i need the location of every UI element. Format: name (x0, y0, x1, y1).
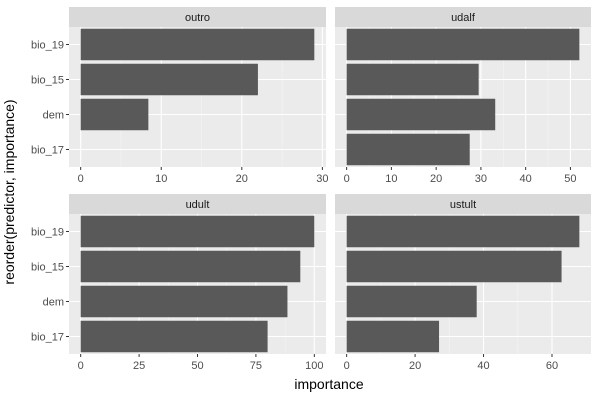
y-tick-label: bio_15 (31, 75, 64, 87)
x-tick-label: 40 (477, 360, 489, 372)
x-tick-label: 20 (430, 173, 442, 185)
x-tick-label: 20 (409, 360, 421, 372)
x-tick-label: 100 (305, 360, 323, 372)
y-tick-label: dem (43, 297, 64, 309)
x-tick-label: 20 (236, 173, 248, 185)
facet-strip-label: ustult (450, 199, 476, 211)
bar-udalf-dem (346, 98, 496, 131)
x-tick-label: 40 (520, 173, 532, 185)
bar-ustult-bio_19 (346, 215, 580, 248)
y-axis-title: reorder(predictor, importance) (1, 99, 17, 284)
facet-panel-ustult: ustult 0 20 40 60 (335, 194, 591, 372)
x-tick-label: 10 (385, 173, 397, 185)
bar-ustult-bio_15 (346, 250, 562, 283)
y-tick-label: bio_17 (31, 332, 64, 344)
facet-strip (69, 194, 326, 214)
facet-strip (335, 7, 591, 27)
x-tick-label: 0 (344, 173, 350, 185)
bar-udult-bio_15 (80, 250, 301, 283)
facet-strip (335, 194, 591, 214)
x-tick-label: 30 (316, 173, 328, 185)
bar-udalf-bio_19 (346, 28, 580, 61)
bar-udult-bio_17 (80, 320, 268, 353)
y-tick-label: bio_17 (31, 145, 64, 157)
y-tick-label: bio_15 (31, 262, 64, 274)
x-tick-label: 0 (344, 360, 350, 372)
x-tick-label: 50 (564, 173, 576, 185)
x-tick-label: 30 (475, 173, 487, 185)
bar-ustult-dem (346, 285, 477, 318)
x-tick-label: 60 (546, 360, 558, 372)
x-tick-label: 25 (133, 360, 145, 372)
x-tick-label: 0 (78, 360, 84, 372)
facet-strip-label: outro (185, 12, 210, 24)
x-tick-label: 50 (191, 360, 203, 372)
y-tick-label: bio_19 (31, 40, 64, 52)
x-tick-label: 75 (250, 360, 262, 372)
facet-panel-udalf: udalf 0 10 20 30 40 50 (335, 7, 591, 185)
bar-outro-dem (80, 98, 149, 131)
bar-udalf-bio_17 (346, 133, 470, 166)
bar-udalf-bio_15 (346, 63, 479, 96)
bar-udult-dem (80, 285, 288, 318)
bar-outro-bio_15 (80, 63, 258, 96)
bar-ustult-bio_17 (346, 320, 440, 353)
x-tick-label: 10 (155, 173, 167, 185)
facet-strip-label: udalf (451, 12, 476, 24)
facet-strip-label: udult (186, 199, 210, 211)
bar-outro-bio_19 (80, 28, 315, 61)
bar-udult-bio_19 (80, 215, 315, 248)
x-axis-title: importance (294, 376, 363, 392)
x-tick-label: 0 (78, 173, 84, 185)
facet-strip (69, 7, 326, 27)
y-tick-label: dem (43, 110, 64, 122)
y-tick-label: bio_19 (31, 227, 64, 239)
